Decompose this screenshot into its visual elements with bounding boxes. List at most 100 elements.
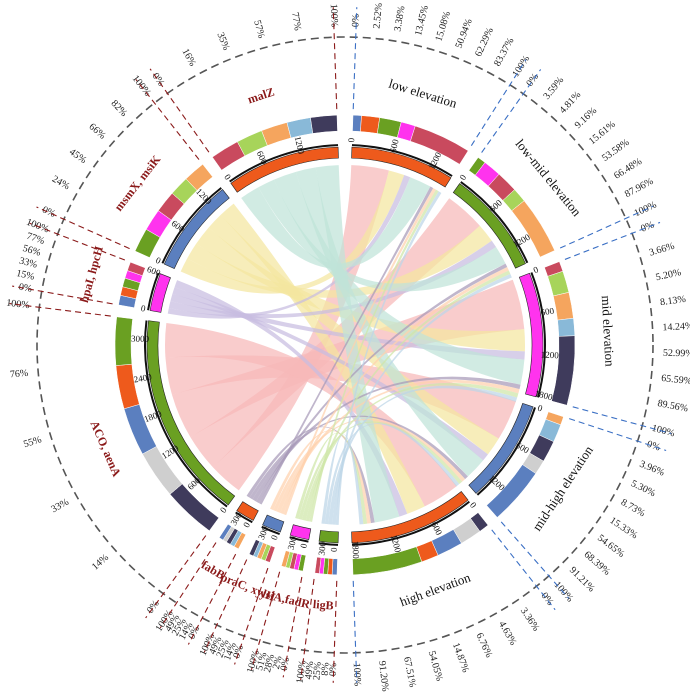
segment-boundary-line: [470, 59, 527, 146]
segment-band-part: [281, 550, 291, 568]
segment-boundary-line: [135, 79, 200, 160]
percent-label: 6.76%: [473, 631, 494, 659]
percent-label: 91.21%: [567, 565, 597, 595]
segment-track: [351, 491, 469, 544]
percent-label: 5.20%: [655, 267, 683, 283]
axis-tick-label: 0: [154, 255, 163, 266]
segment-band-part: [115, 363, 140, 410]
axis-tick-label: 0: [532, 264, 540, 275]
segment-band-part: [218, 523, 232, 541]
chord-links: [165, 165, 525, 525]
axis-tick-label: 0: [536, 403, 544, 414]
segment-band-part: [553, 292, 574, 321]
segment-track: [236, 501, 259, 521]
segment-boundary-line: [332, 7, 338, 110]
habitat-label: mid elevation: [599, 295, 618, 367]
percent-label: 33%: [18, 255, 39, 270]
segment-band-part: [127, 261, 146, 277]
link-ribbon: [170, 293, 525, 360]
axis-tick-label: 1800: [350, 540, 361, 559]
percent-label: 0%: [279, 657, 292, 672]
percent-label: 0%: [524, 72, 541, 89]
segment-band-part: [511, 200, 556, 258]
gene-label: praC, xylH: [219, 570, 278, 605]
link-ribbon: [259, 186, 434, 505]
segment-band-part: [314, 556, 322, 574]
percent-label: 3.66%: [648, 241, 676, 259]
percent-label: 54.65%: [595, 533, 626, 560]
percent-label: 51%: [254, 651, 269, 672]
segment-band-part: [261, 122, 292, 146]
axis-tick-label: 600: [429, 520, 444, 537]
percent-label: 14.24%: [662, 321, 690, 334]
segment-band-part: [248, 539, 260, 557]
link-ribbon: [220, 203, 425, 514]
segment-boundary-line: [572, 406, 672, 435]
link-ribbon: [249, 415, 468, 500]
link-ribbon: [315, 165, 400, 523]
percent-label: 8.73%: [619, 497, 647, 519]
percent-label: 53.58%: [600, 137, 631, 164]
percent-label: 14.87%: [450, 641, 471, 674]
percent-label: 3.38%: [392, 5, 407, 32]
segment-boundary-line: [250, 571, 281, 670]
axis-tick-label: 0: [298, 542, 309, 549]
percent-label: 0%: [231, 644, 246, 660]
segment-rim: [530, 272, 546, 398]
link-ribbon: [196, 227, 525, 352]
percent-label: 77%: [289, 12, 303, 32]
percent-label: 28%: [262, 653, 277, 673]
habitat-label: low elevation: [387, 76, 459, 111]
percent-label: 2%: [271, 655, 285, 670]
percent-label: 14%: [90, 552, 111, 572]
segment-band-part: [551, 335, 576, 406]
link-ribbon: [212, 165, 389, 491]
segment-boundary-line: [36, 206, 130, 250]
percent-label: 0%: [150, 71, 167, 88]
percent-label: 25%: [311, 661, 323, 680]
percent-label: 3.96%: [638, 459, 666, 479]
gene-label: malZ: [246, 85, 276, 107]
axis-tick-label: 0: [468, 500, 479, 510]
axis-tick-label: 600: [540, 306, 555, 318]
percent-label: 0%: [639, 220, 655, 235]
gene-label: msmX, msiK: [111, 152, 163, 214]
segment-track: [163, 189, 230, 270]
outer-dashed-ring: [36, 36, 654, 654]
segment-band-part: [360, 115, 381, 134]
segment-track: [289, 524, 312, 541]
percent-label: 3.36%: [518, 606, 542, 634]
axis-tick-label: 0: [140, 303, 147, 314]
segment-boundary-line: [352, 7, 358, 110]
percent-label: 0%: [18, 282, 33, 295]
link-ribbon: [295, 432, 368, 525]
segment-boundary-line: [481, 69, 542, 153]
percent-label: 13.45%: [413, 4, 431, 37]
segment-track: [149, 273, 171, 313]
segment-rim: [235, 511, 253, 524]
segment-rim: [318, 542, 339, 546]
percent-label: 0%: [539, 591, 556, 608]
segment-boundary-line: [491, 529, 556, 611]
percent-label: 55%: [22, 434, 43, 450]
percent-label: 15.33%: [608, 515, 640, 541]
axis-tick-label: 0: [241, 520, 252, 529]
percent-label: 3.59%: [541, 75, 566, 102]
percent-label: 54.05%: [426, 650, 445, 683]
percent-label: 0%: [186, 624, 202, 641]
segment-band-part: [410, 125, 469, 165]
percent-label: 0%: [645, 439, 661, 454]
percent-label: 82%: [109, 98, 130, 119]
percent-label: 66%: [87, 121, 108, 141]
percent-label: 35%: [214, 31, 231, 52]
percent-label: 15.08%: [434, 10, 454, 43]
segment-boundary-line: [282, 576, 303, 678]
segment-track: [351, 146, 452, 188]
habitat-label: high elevation: [398, 569, 473, 609]
segment-boundary-line: [234, 567, 269, 665]
percent-label: 68.39%: [582, 549, 613, 578]
link-ribbon: [301, 382, 519, 521]
segment-boundary-line: [500, 521, 570, 599]
percent-label: 15%: [15, 268, 35, 283]
axis-tick-label: 3000: [131, 333, 150, 343]
